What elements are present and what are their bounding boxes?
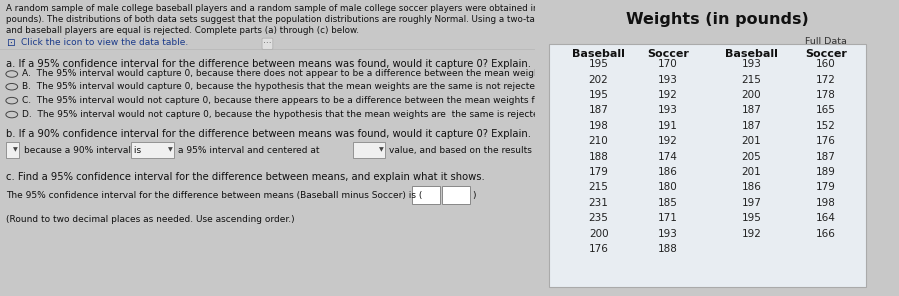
Text: 165: 165 xyxy=(816,105,836,115)
Text: because a 90% interval is: because a 90% interval is xyxy=(23,146,140,155)
Text: 187: 187 xyxy=(816,152,836,162)
Text: 176: 176 xyxy=(589,244,609,254)
Text: ▼: ▼ xyxy=(13,148,18,152)
Text: 180: 180 xyxy=(658,182,678,192)
Text: 171: 171 xyxy=(658,213,678,223)
Text: 179: 179 xyxy=(589,167,609,177)
FancyBboxPatch shape xyxy=(549,44,867,287)
Text: Full Data: Full Data xyxy=(806,37,847,46)
Text: 192: 192 xyxy=(658,136,678,146)
Text: 174: 174 xyxy=(658,152,678,162)
Text: 191: 191 xyxy=(658,121,678,131)
Text: a. If a 95% confidence interval for the difference between means was found, woul: a. If a 95% confidence interval for the … xyxy=(6,59,531,69)
FancyBboxPatch shape xyxy=(412,186,440,204)
Text: 188: 188 xyxy=(658,244,678,254)
Text: 186: 186 xyxy=(658,167,678,177)
Text: and baseball players are equal is rejected. Complete parts (a) through (c) below: and baseball players are equal is reject… xyxy=(6,26,360,35)
Text: 198: 198 xyxy=(816,198,836,208)
Text: 179: 179 xyxy=(816,182,836,192)
Text: 195: 195 xyxy=(742,213,761,223)
Text: Soccer: Soccer xyxy=(806,49,847,59)
Text: The 95% confidence interval for the difference between means (Baseball minus Soc: The 95% confidence interval for the diff… xyxy=(6,191,423,200)
Text: 193: 193 xyxy=(658,75,678,85)
Text: 172: 172 xyxy=(816,75,836,85)
Text: a 95% interval and centered at: a 95% interval and centered at xyxy=(178,146,320,155)
Text: ▼: ▼ xyxy=(167,148,173,152)
Text: 192: 192 xyxy=(742,229,761,239)
Text: value, and based on the results of the hypo: value, and based on the results of the h… xyxy=(389,146,587,155)
Text: 198: 198 xyxy=(589,121,609,131)
Text: B.  The 95% interval would capture 0, because the hypothesis that the mean weigh: B. The 95% interval would capture 0, bec… xyxy=(22,82,632,91)
Text: 186: 186 xyxy=(742,182,761,192)
Text: 200: 200 xyxy=(742,90,761,100)
Text: Baseball: Baseball xyxy=(725,49,778,59)
Text: 192: 192 xyxy=(658,90,678,100)
Text: Baseball: Baseball xyxy=(572,49,625,59)
FancyBboxPatch shape xyxy=(353,142,385,158)
Text: (Round to two decimal places as needed. Use ascending order.): (Round to two decimal places as needed. … xyxy=(6,215,295,223)
Text: 195: 195 xyxy=(589,59,609,69)
Text: ▼: ▼ xyxy=(378,148,384,152)
Text: Soccer: Soccer xyxy=(647,49,689,59)
Text: 176: 176 xyxy=(816,136,836,146)
Text: 164: 164 xyxy=(816,213,836,223)
Text: 215: 215 xyxy=(589,182,609,192)
Text: pounds). The distributions of both data sets suggest that the population distrib: pounds). The distributions of both data … xyxy=(6,15,616,24)
Text: 188: 188 xyxy=(589,152,609,162)
Text: 189: 189 xyxy=(816,167,836,177)
Text: 201: 201 xyxy=(742,136,761,146)
Text: D.  The 95% interval would not capture 0, because the hypothesis that the mean w: D. The 95% interval would not capture 0,… xyxy=(22,110,628,119)
Text: 193: 193 xyxy=(658,229,678,239)
Text: A.  The 95% interval would capture 0, because there does not appear to be a diff: A. The 95% interval would capture 0, bec… xyxy=(22,70,633,78)
Text: 185: 185 xyxy=(658,198,678,208)
Text: 197: 197 xyxy=(742,198,761,208)
Text: A random sample of male college baseball players and a random sample of male col: A random sample of male college baseball… xyxy=(6,4,899,13)
FancyBboxPatch shape xyxy=(131,142,174,158)
Text: Weights (in pounds): Weights (in pounds) xyxy=(626,12,808,27)
Text: 187: 187 xyxy=(742,105,761,115)
Text: 200: 200 xyxy=(589,229,609,239)
Text: 215: 215 xyxy=(742,75,761,85)
Text: 202: 202 xyxy=(589,75,609,85)
Text: 193: 193 xyxy=(658,105,678,115)
Text: 166: 166 xyxy=(816,229,836,239)
Text: 231: 231 xyxy=(589,198,609,208)
Text: 193: 193 xyxy=(742,59,761,69)
Text: b. If a 90% confidence interval for the difference between means was found, woul: b. If a 90% confidence interval for the … xyxy=(6,129,531,139)
Text: c. Find a 95% confidence interval for the difference between means, and explain : c. Find a 95% confidence interval for th… xyxy=(6,172,485,182)
Text: 235: 235 xyxy=(589,213,609,223)
Text: 160: 160 xyxy=(816,59,836,69)
Text: 170: 170 xyxy=(658,59,678,69)
Text: 210: 210 xyxy=(589,136,609,146)
Text: 178: 178 xyxy=(816,90,836,100)
Text: C.  The 95% interval would not capture 0, because there appears to be a differen: C. The 95% interval would not capture 0,… xyxy=(22,96,633,105)
Text: ): ) xyxy=(472,191,476,200)
FancyBboxPatch shape xyxy=(441,186,469,204)
Text: 205: 205 xyxy=(742,152,761,162)
FancyBboxPatch shape xyxy=(6,142,19,158)
Text: ⊡: ⊡ xyxy=(6,38,15,48)
Text: 187: 187 xyxy=(742,121,761,131)
Text: 152: 152 xyxy=(816,121,836,131)
Text: 195: 195 xyxy=(589,90,609,100)
Text: ···: ··· xyxy=(263,39,271,48)
Text: Click the icon to view the data table.: Click the icon to view the data table. xyxy=(22,38,189,47)
Text: 201: 201 xyxy=(742,167,761,177)
Text: 187: 187 xyxy=(589,105,609,115)
